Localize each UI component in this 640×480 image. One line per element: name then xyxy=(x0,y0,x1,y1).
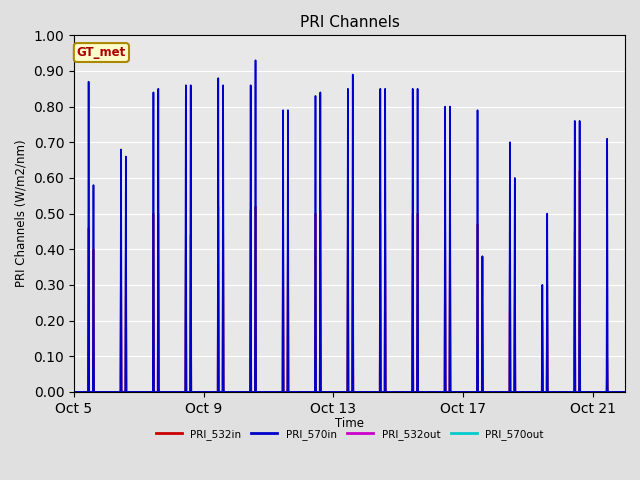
PRI_570in xyxy=(621,389,629,395)
Title: PRI Channels: PRI Channels xyxy=(300,15,399,30)
PRI_570in xyxy=(150,89,157,95)
PRI_532in xyxy=(70,389,78,395)
PRI_570in xyxy=(348,389,356,395)
Legend: PRI_532in, PRI_570in, PRI_532out, PRI_570out: PRI_532in, PRI_570in, PRI_532out, PRI_57… xyxy=(151,424,548,444)
PRI_570in xyxy=(252,58,259,63)
PRI_532out xyxy=(150,389,158,395)
PRI_532in xyxy=(252,380,260,385)
Y-axis label: PRI Channels (W/m2/nm): PRI Channels (W/m2/nm) xyxy=(15,140,28,288)
Line: PRI_570in: PRI_570in xyxy=(74,60,625,392)
PRI_570out xyxy=(414,389,422,395)
X-axis label: Time: Time xyxy=(335,417,364,430)
Line: PRI_570out: PRI_570out xyxy=(74,385,625,392)
Line: PRI_532out: PRI_532out xyxy=(74,389,625,392)
PRI_532out xyxy=(621,389,629,395)
PRI_532in xyxy=(621,389,629,395)
PRI_570out xyxy=(348,389,356,395)
PRI_570in xyxy=(149,374,157,380)
PRI_532out xyxy=(344,389,352,395)
PRI_532in xyxy=(150,211,157,216)
PRI_532in xyxy=(344,389,352,395)
PRI_570out xyxy=(252,389,260,395)
PRI_532out xyxy=(150,386,157,392)
Text: GT_met: GT_met xyxy=(77,46,126,59)
PRI_570out xyxy=(187,382,195,388)
PRI_570in xyxy=(70,389,78,395)
PRI_532in xyxy=(576,168,584,174)
Line: PRI_532in: PRI_532in xyxy=(74,171,625,392)
PRI_532in xyxy=(344,211,352,216)
PRI_570in xyxy=(252,389,260,395)
PRI_570out xyxy=(70,389,78,395)
PRI_532out xyxy=(414,389,422,395)
PRI_570out xyxy=(149,389,157,395)
PRI_570out xyxy=(621,389,629,395)
PRI_570in xyxy=(414,389,422,395)
PRI_532out xyxy=(84,386,92,392)
PRI_532out xyxy=(348,389,356,395)
PRI_532in xyxy=(149,380,157,386)
PRI_570in xyxy=(344,374,352,380)
PRI_532out xyxy=(252,389,260,395)
PRI_570out xyxy=(150,385,157,391)
PRI_532out xyxy=(70,389,78,395)
PRI_532in xyxy=(414,380,422,386)
PRI_570out xyxy=(344,389,352,395)
